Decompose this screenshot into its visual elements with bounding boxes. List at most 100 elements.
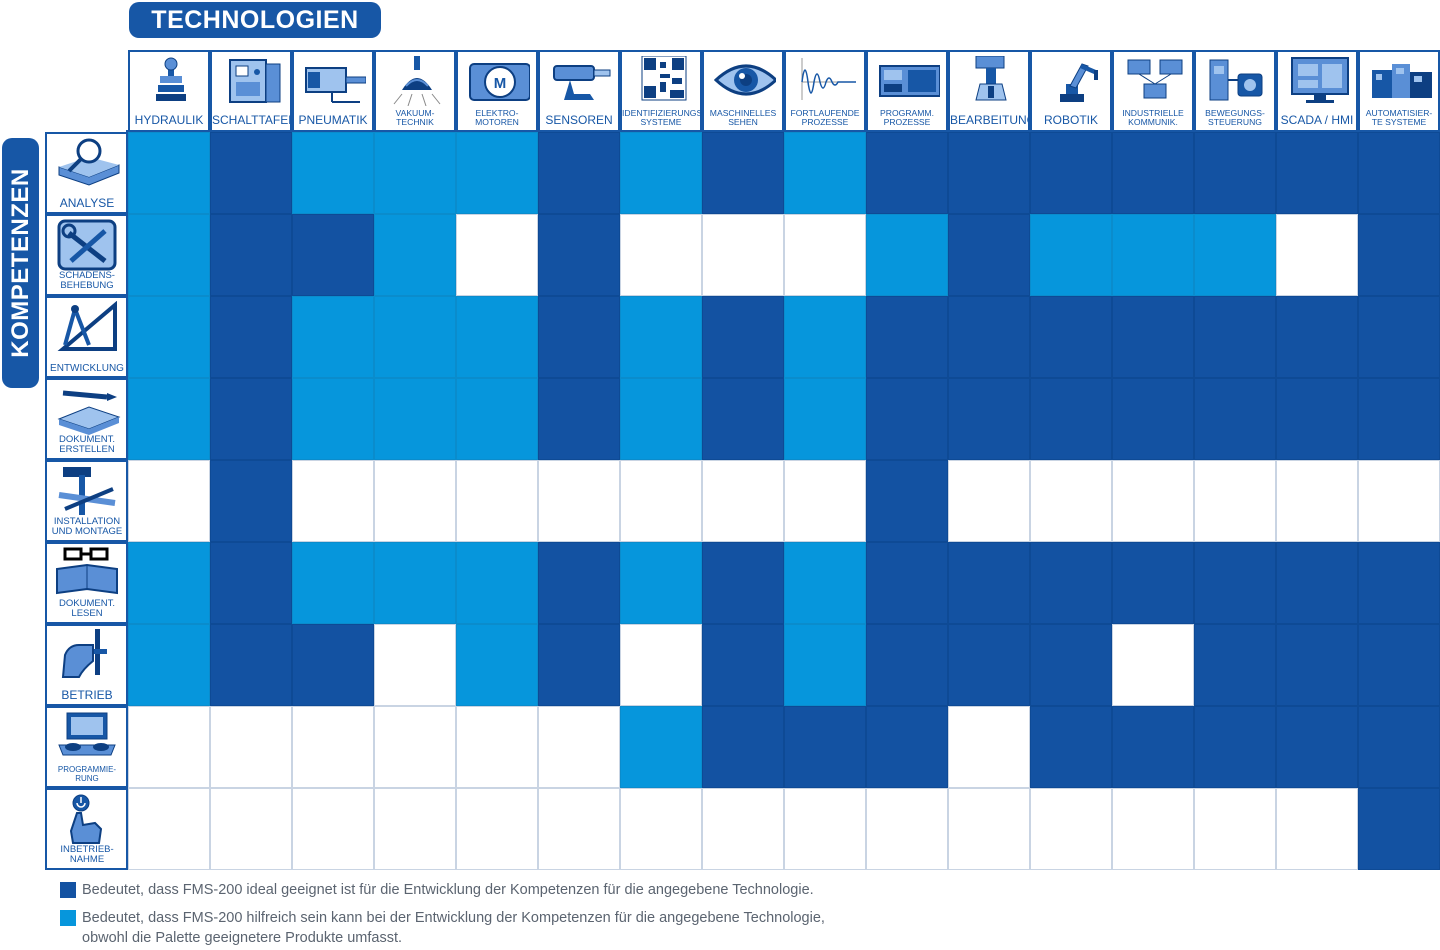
plc-controller-icon (879, 65, 940, 97)
competence-label: ANALYSE (59, 195, 115, 210)
competence-header: ENTWICKLUNG (45, 296, 127, 378)
matrix-cell-none (1358, 460, 1440, 542)
matrix-cell-ideal (866, 706, 948, 788)
matrix-cell-helpful (292, 132, 374, 214)
matrix-cell-ideal (1112, 132, 1194, 214)
glasses-book-icon (56, 547, 118, 595)
legend-ideal: Bedeutet, dass FMS-200 ideal geeignet is… (60, 880, 814, 900)
technology-header: VAKUUM- TECHNIK (374, 50, 456, 130)
matrix-cell-helpful (456, 296, 538, 378)
matrix-cell-ideal (1358, 296, 1440, 378)
matrix-cell-helpful (620, 132, 702, 214)
matrix-cell-none (128, 788, 210, 870)
matrix-cell-helpful (784, 132, 866, 214)
matrix-cell-none (456, 706, 538, 788)
matrix-cell-ideal (702, 624, 784, 706)
competence-label: DOKUMENT. ERSTELLEN (59, 433, 115, 456)
matrix-cell-none (620, 788, 702, 870)
matrix-cell-ideal (948, 132, 1030, 214)
technology-label: ROBOTIK (1043, 113, 1098, 128)
matrix-cell-none (620, 460, 702, 542)
matrix-cell-none (210, 706, 292, 788)
matrix-cell-none (374, 460, 456, 542)
competence-header: BETRIEB (45, 624, 127, 706)
machining-tool-icon (975, 56, 1007, 101)
matrix-cell-ideal (538, 542, 620, 624)
matrix-cell-ideal (702, 542, 784, 624)
technology-header: PROGRAMM. PROZESSE (866, 50, 948, 130)
matrix-cell-ideal (538, 214, 620, 296)
technologies-heading: TECHNOLOGIEN (129, 2, 381, 38)
control-panel-icon (229, 59, 281, 103)
technology-label: SCHALTTAFELN (212, 113, 290, 128)
competence-label: ENTWICKLUNG (50, 362, 124, 374)
matrix-cell-none (620, 214, 702, 296)
matrix-cell-ideal (948, 214, 1030, 296)
matrix-cell-none (948, 788, 1030, 870)
matrix-cell-helpful (620, 378, 702, 460)
matrix-cell-helpful (374, 132, 456, 214)
matrix-cell-none (292, 460, 374, 542)
matrix-left-border (126, 130, 128, 870)
competence-header: DOKUMENT. LESEN (45, 542, 127, 624)
matrix-cell-helpful (456, 378, 538, 460)
signal-wave-icon (801, 58, 856, 100)
matrix-cell-ideal (1030, 706, 1112, 788)
matrix-cell-none (538, 788, 620, 870)
matrix-cell-ideal (1358, 706, 1440, 788)
matrix-cell-ideal (1358, 132, 1440, 214)
matrix-cell-ideal (1276, 706, 1358, 788)
technology-label: PNEUMATIK (298, 113, 368, 128)
matrix-cell-helpful (784, 542, 866, 624)
matrix-cell-ideal (866, 542, 948, 624)
matrix-top-border (127, 130, 1440, 132)
matrix-cell-ideal (702, 378, 784, 460)
magnifier-book-icon (58, 138, 120, 186)
matrix-cell-helpful (128, 378, 210, 460)
matrix-cell-ideal (210, 624, 292, 706)
matrix-cell-ideal (948, 296, 1030, 378)
matrix-cell-none (784, 460, 866, 542)
matrix-cell-none (1194, 460, 1276, 542)
matrix-cell-none (1276, 214, 1358, 296)
matrix-cell-none (456, 214, 538, 296)
technology-label: AUTOMATISIER- TE SYSTEME (1365, 107, 1433, 127)
matrix-cell-helpful (620, 296, 702, 378)
matrix-cell-none (702, 788, 784, 870)
competence-label: DOKUMENT. LESEN (59, 597, 115, 620)
matrix-cell-ideal (1112, 542, 1194, 624)
technology-label: ELEKTRO- MOTOREN (475, 107, 519, 127)
competence-label: SCHADENS- BEHEBUNG (59, 269, 115, 292)
competence-header: INSTALLATION UND MONTAGE (45, 460, 127, 542)
matrix-cell-helpful (374, 296, 456, 378)
matrix-cell-ideal (702, 296, 784, 378)
matrix-cell-ideal (1030, 296, 1112, 378)
matrix-cell-helpful (456, 624, 538, 706)
matrix-cell-none (292, 788, 374, 870)
matrix-cell-ideal (1358, 378, 1440, 460)
matrix-cell-ideal (210, 378, 292, 460)
competence-header: ANALYSE (45, 132, 127, 214)
competence-header: SCHADENS- BEHEBUNG (45, 214, 127, 296)
technology-header: INDUSTRIELLE KOMMUNIK. (1112, 50, 1194, 130)
matrix-cell-ideal (1276, 296, 1358, 378)
robot-arm-icon (1060, 63, 1098, 102)
matrix-cell-none (128, 460, 210, 542)
matrix-cell-helpful (374, 542, 456, 624)
matrix-cell-ideal (948, 542, 1030, 624)
technology-header: M ELEKTRO- MOTOREN (456, 50, 538, 130)
matrix-cell-ideal (1112, 296, 1194, 378)
matrix-cell-helpful (292, 378, 374, 460)
automated-system-icon (1372, 64, 1432, 98)
matrix-cell-ideal (948, 378, 1030, 460)
drive-motor-icon (1209, 59, 1263, 101)
matrix-cell-ideal (210, 542, 292, 624)
matrix-cell-none (784, 788, 866, 870)
monitor-screen-icon (1291, 57, 1349, 103)
competence-header: DOKUMENT. ERSTELLEN (45, 378, 127, 460)
matrix-cell-ideal (210, 296, 292, 378)
matrix-cell-ideal (1030, 132, 1112, 214)
matrix-cell-ideal (866, 378, 948, 460)
matrix-cell-none (538, 460, 620, 542)
matrix-cell-helpful (1030, 214, 1112, 296)
